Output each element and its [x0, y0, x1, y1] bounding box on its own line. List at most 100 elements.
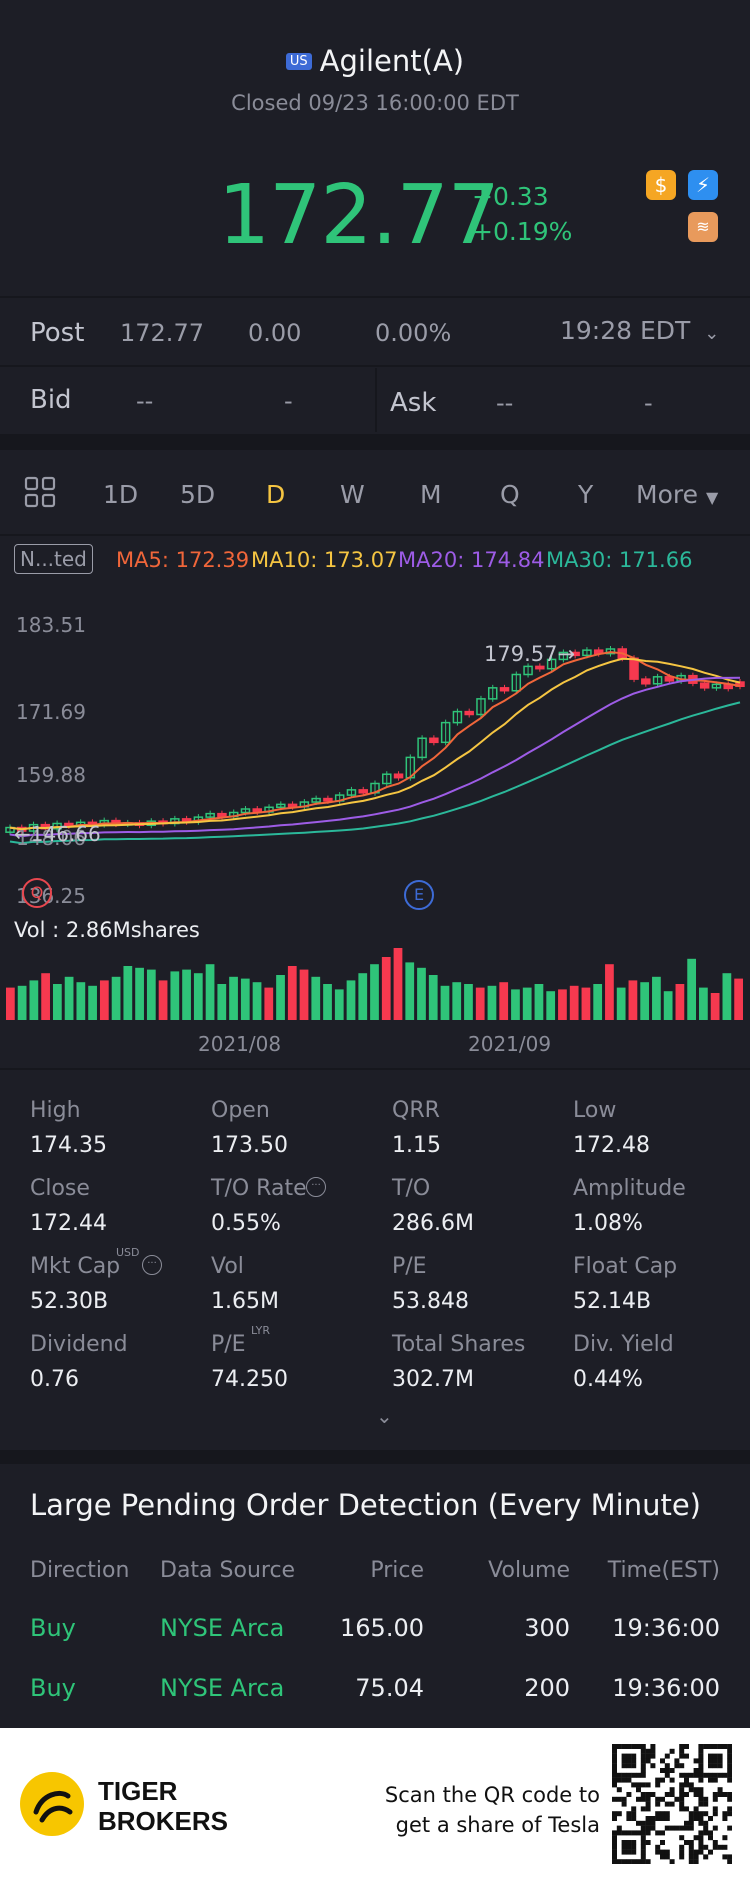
volume-bar	[546, 991, 556, 1020]
stat-label: Close	[30, 1176, 90, 1201]
candle	[217, 812, 227, 818]
dollar-icon[interactable]: $	[646, 170, 676, 200]
stat-label: Mkt Cap	[30, 1254, 121, 1279]
adjust-mode-button[interactable]: N...ted	[14, 544, 93, 574]
caret-down-icon: ▼	[705, 488, 719, 507]
price-change: +0.33	[472, 182, 549, 211]
candle	[699, 682, 710, 689]
stat-label: T/O	[392, 1176, 431, 1201]
volume-bar	[511, 989, 520, 1020]
candle	[287, 803, 298, 808]
volume-bar	[123, 966, 133, 1020]
price-change-percent: +0.19%	[472, 217, 573, 246]
stat-value: 172.48	[573, 1133, 650, 1158]
stat-label: Div. Yield	[573, 1332, 674, 1357]
earnings-q-marker[interactable]: Q	[22, 878, 52, 908]
tab-m[interactable]: M	[420, 480, 442, 509]
volume-bar	[464, 984, 473, 1020]
stat-superscript: LYR	[251, 1324, 271, 1337]
volume-bar	[205, 964, 215, 1020]
candle	[311, 797, 321, 803]
stat-value: 53.848	[392, 1289, 469, 1314]
stat-superscript: USD	[116, 1246, 140, 1259]
post-time-dropdown[interactable]: 19:28 EDT ⌄	[560, 316, 719, 345]
volume-bar	[699, 987, 708, 1020]
y-tick-label: 171.69	[16, 700, 86, 724]
volume-bar	[475, 987, 485, 1020]
row-direction: Buy	[30, 1614, 76, 1642]
col-price: Price	[370, 1558, 424, 1583]
post-change-percent: 0.00%	[375, 319, 452, 347]
stat-label: P/E	[392, 1254, 427, 1279]
candle	[393, 773, 404, 779]
brand-name: TIGER BROKERS	[98, 1776, 228, 1836]
post-price: 172.77	[120, 319, 204, 347]
volume-bar	[99, 980, 109, 1020]
volume-bar	[158, 980, 168, 1020]
tab-y[interactable]: Y	[578, 480, 594, 509]
volume-bar	[452, 982, 462, 1020]
tab-d[interactable]: D	[266, 480, 286, 509]
bid-label: Bid	[30, 385, 72, 415]
high-marker: 179.57→	[484, 642, 575, 666]
candle	[652, 676, 663, 685]
volume-bar	[687, 958, 697, 1020]
candle	[523, 665, 533, 676]
ma30-value: MA30: 171.66	[546, 548, 693, 572]
row-price: 75.04	[355, 1674, 424, 1702]
tab-1d[interactable]: 1D	[103, 480, 139, 509]
ask-size: -	[644, 389, 653, 417]
candle	[476, 698, 486, 716]
col-time: Time(EST)	[607, 1558, 720, 1583]
bid-size: -	[284, 387, 293, 415]
candle	[641, 678, 651, 685]
volume-bar	[64, 976, 74, 1020]
lightning-level-1-icon[interactable]: ⚡	[688, 170, 718, 200]
stat-label: Open	[211, 1098, 270, 1123]
volume-bar	[428, 975, 438, 1020]
ma5-line	[9, 651, 741, 831]
grid-layout-icon[interactable]	[24, 476, 56, 512]
high-marker-value: 179.57	[484, 642, 558, 666]
stat-value: 52.30B	[30, 1289, 109, 1314]
volume-bar	[287, 966, 297, 1020]
col-volume: Volume	[488, 1558, 570, 1583]
volume-label: Vol : 2.86Mshares	[14, 918, 200, 942]
promo-line-2: get a share of Tesla	[395, 1813, 600, 1837]
volume-bar	[170, 971, 180, 1020]
volume-chart[interactable]	[0, 940, 750, 1020]
candle	[346, 789, 357, 796]
candle	[558, 651, 569, 661]
volume-bar	[17, 985, 27, 1020]
info-icon[interactable]: ···	[306, 1177, 326, 1197]
ask-price: --	[496, 389, 514, 417]
volume-bar	[370, 964, 379, 1020]
y-tick-label: 148.06	[16, 826, 86, 850]
volume-bar	[628, 980, 638, 1020]
candlestick-chart[interactable]	[0, 600, 750, 920]
ma10-line	[9, 657, 741, 831]
y-tick-label: 159.88	[16, 763, 86, 787]
tab-5d[interactable]: 5D	[180, 480, 216, 509]
candle	[452, 710, 463, 724]
row-source: NYSE Arca	[160, 1614, 285, 1642]
volume-bar	[734, 978, 743, 1020]
event-e-marker[interactable]: E	[404, 880, 434, 910]
volume-bar	[193, 973, 203, 1020]
volume-bar	[217, 984, 227, 1020]
volume-bar	[76, 982, 86, 1020]
layers-a-icon[interactable]: ≋	[688, 212, 718, 242]
tab-w[interactable]: W	[340, 480, 365, 509]
tab-more[interactable]: More ▼	[636, 480, 718, 509]
tab-q[interactable]: Q	[500, 480, 520, 509]
info-icon[interactable]: ···	[142, 1255, 162, 1275]
post-label: Post	[30, 318, 85, 348]
volume-bar	[240, 978, 250, 1020]
expand-chevron-icon[interactable]: ⌄	[376, 1404, 393, 1428]
qr-code-icon[interactable]	[612, 1744, 732, 1864]
stat-value: 302.7M	[392, 1367, 474, 1392]
stat-value: 173.50	[211, 1133, 288, 1158]
stock-name: Agilent(A)	[319, 44, 465, 78]
volume-bar	[487, 985, 497, 1020]
candle	[711, 683, 722, 689]
